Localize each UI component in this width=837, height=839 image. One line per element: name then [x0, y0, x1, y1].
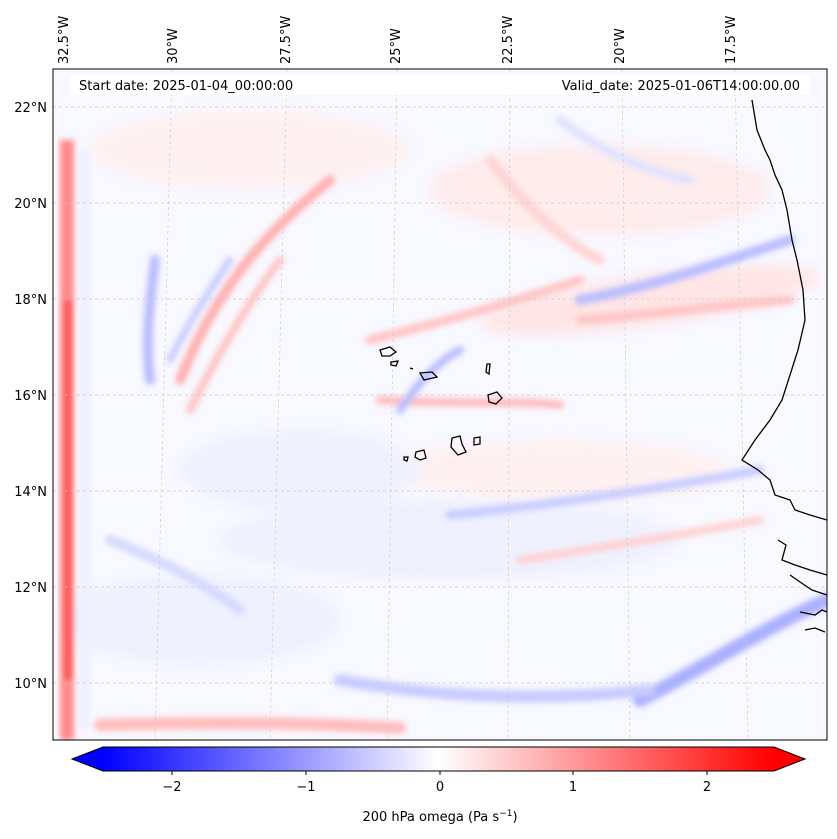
- omega-field: [53, 69, 827, 740]
- map-panel: Start date: 2025-01-04_00:00:00 Valid_da…: [52, 68, 828, 741]
- colorbar-min-extend: [72, 747, 103, 771]
- colorbar-max-extend: [774, 747, 805, 771]
- lon-label: 20°W: [613, 28, 628, 64]
- colorbar-ticks: [171, 771, 708, 775]
- gridlines: [53, 69, 827, 740]
- lat-label: 10°N: [14, 677, 47, 692]
- lon-label: 30°W: [166, 28, 181, 64]
- start-date-label: Start date: 2025-01-04_00:00:00: [79, 79, 293, 94]
- map-frame: [52, 68, 828, 741]
- colorbar-label: 200 hPa omega (Pa s−1): [362, 809, 517, 825]
- islands: [379, 346, 503, 462]
- latitude-labels: 22°N 20°N 18°N 16°N 14°N 12°N 10°N: [14, 101, 47, 692]
- colorbar-tick-label: 1: [569, 780, 577, 795]
- coastline: [741, 99, 827, 633]
- colorbar-tick-label: −2: [162, 780, 181, 795]
- lat-label: 14°N: [14, 485, 47, 500]
- colorbar-outline: [70, 746, 807, 772]
- lat-label: 16°N: [14, 389, 47, 404]
- colorbar-tick-label: 0: [436, 780, 444, 795]
- colorbar: −2 −1 0 1 2 200 hPa omega (Pa s−1): [70, 746, 807, 825]
- lat-label: 12°N: [14, 581, 47, 596]
- lon-label: 22.5°W: [501, 16, 516, 64]
- valid-date-label: Valid_date: 2025-01-06T14:00:00.00: [562, 79, 800, 94]
- lon-label: 32.5°W: [57, 16, 72, 64]
- header-strip: [70, 75, 810, 95]
- lon-label: 17.5°W: [724, 16, 739, 64]
- lat-label: 20°N: [14, 197, 47, 212]
- colorbar-tick-label: −1: [296, 780, 315, 795]
- lon-label: 25°W: [389, 28, 404, 64]
- colorbar-gradient: [103, 747, 774, 771]
- colorbar-tick-label: 2: [703, 780, 711, 795]
- longitude-labels: 32.5°W 30°W 27.5°W 25°W 22.5°W 20°W 17.5…: [57, 16, 739, 64]
- lat-label: 18°N: [14, 293, 47, 308]
- lon-label: 27.5°W: [279, 16, 294, 64]
- lat-label: 22°N: [14, 101, 47, 116]
